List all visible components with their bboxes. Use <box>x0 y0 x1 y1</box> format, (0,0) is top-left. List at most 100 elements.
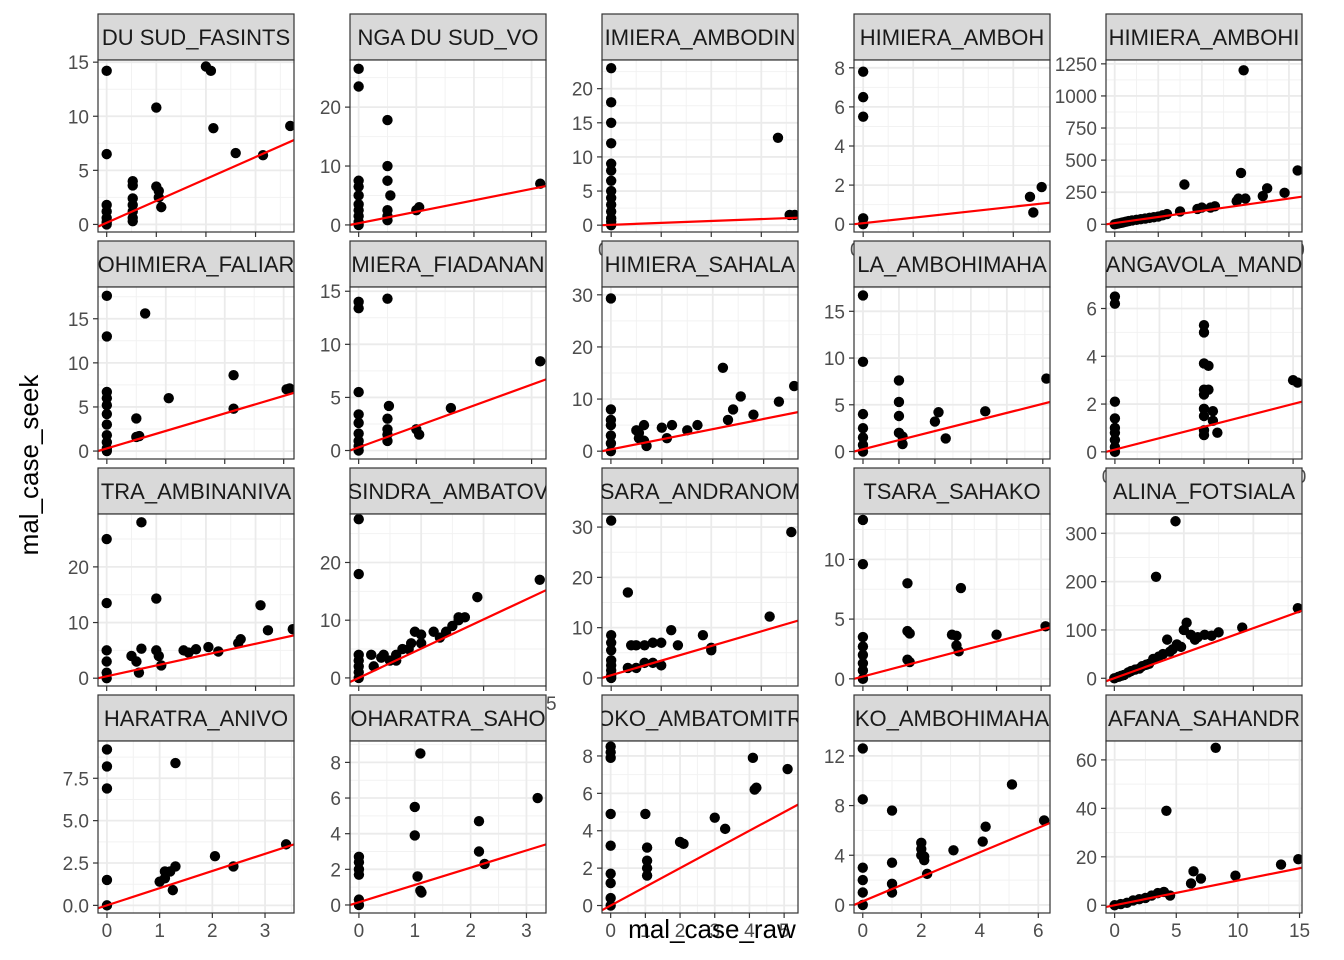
data-point <box>747 752 759 764</box>
data-point <box>101 399 113 411</box>
data-point <box>857 665 869 676</box>
y-tick-label: 10 <box>824 550 845 571</box>
data-point <box>366 649 377 661</box>
facet-panel: HIMIERA_AMBOHI05010015020002505007501000… <box>1055 13 1305 261</box>
data-point <box>1041 373 1050 384</box>
data-point <box>1188 866 1199 877</box>
panel-border <box>853 286 1051 460</box>
facet-strip-label: DU SUD_FASINTS <box>102 25 290 50</box>
y-tick-label: 30 <box>572 518 593 539</box>
panel-background <box>602 741 798 913</box>
panel-data <box>602 741 798 912</box>
data-point <box>1257 190 1269 202</box>
data-point <box>605 752 616 764</box>
y-tick-label: 4 <box>834 137 845 158</box>
panel-data <box>98 517 294 684</box>
facet-strip-label: OHARATRA_SAHO <box>350 706 545 731</box>
y-tick-label: 8 <box>330 753 341 774</box>
data-point <box>409 801 420 813</box>
data-point <box>473 846 485 857</box>
data-point <box>1238 65 1249 76</box>
data-point <box>672 640 684 651</box>
facet-strip-label: SARA_ANDRANOM <box>600 479 800 504</box>
data-point <box>857 631 869 643</box>
data-point <box>638 419 650 431</box>
y-tick-label: 60 <box>1076 751 1097 772</box>
data-point <box>353 568 364 580</box>
panel-border <box>853 740 1051 914</box>
facet-strip-label: HIMIERA_AMBOHI <box>1109 25 1300 50</box>
data-point <box>622 587 634 598</box>
data-point <box>1036 181 1047 193</box>
y-tick-label: 10 <box>320 611 341 632</box>
panel-border <box>349 286 547 460</box>
data-point <box>893 410 905 422</box>
data-point <box>1179 179 1190 190</box>
facet-strip-label: OHIMIERA_FALIAR <box>98 252 295 277</box>
y-tick-label: 10 <box>68 354 89 375</box>
data-point <box>170 757 181 769</box>
y-tick-label: 0 <box>834 443 845 464</box>
y-tick-label: 5 <box>834 610 845 631</box>
facet-panel: KO_AMBOHIMAHA 0 2 4 6 0 4 8 12 <box>824 694 1051 942</box>
data-point <box>1279 187 1290 199</box>
y-tick-label: 0 <box>834 670 845 691</box>
x-tick-label: 0 <box>1109 921 1120 942</box>
data-point <box>948 845 959 856</box>
facet-strip <box>1105 467 1303 515</box>
data-point <box>415 629 427 640</box>
data-point <box>1161 805 1172 816</box>
data-point <box>893 396 905 408</box>
data-point <box>605 404 617 415</box>
y-tick-label: 20 <box>572 338 593 359</box>
panel-border <box>601 286 799 460</box>
data-point <box>382 175 393 186</box>
data-point <box>1207 406 1219 417</box>
reference-line <box>854 821 1050 906</box>
data-point <box>605 438 617 449</box>
facet-panel: DU SUD_FASINTS0246051015 <box>68 13 295 261</box>
y-tick-label: 0 <box>1086 215 1097 236</box>
data-point <box>101 645 112 656</box>
facet-strip-label: LA_AMBOHIMAHA <box>857 252 1047 277</box>
data-point <box>353 181 364 192</box>
data-point <box>101 65 112 77</box>
data-point <box>1161 208 1173 220</box>
data-point <box>1198 429 1210 441</box>
facet-strip-label: TRA_AMBINANIVA <box>101 479 292 504</box>
x-tick-label: 0 <box>102 921 113 942</box>
data-point <box>101 874 113 886</box>
y-tick-label: 0 <box>330 442 341 463</box>
data-point <box>1038 815 1050 826</box>
data-point <box>1109 298 1121 309</box>
panel-border <box>97 513 295 687</box>
y-tick-label: 250 <box>1065 183 1097 204</box>
data-point <box>980 406 991 417</box>
y-tick-label: 100 <box>1065 621 1097 642</box>
data-point <box>382 293 393 304</box>
reference-line <box>98 634 294 680</box>
data-point <box>773 396 785 407</box>
data-point <box>782 763 793 775</box>
y-tick-label: 0 <box>330 896 341 917</box>
y-tick-label: 12 <box>824 747 845 768</box>
data-point <box>1198 327 1210 338</box>
y-tick-label: 5 <box>78 398 89 419</box>
data-point <box>857 887 868 898</box>
facet-strip <box>601 694 799 742</box>
reference-line <box>854 400 1050 453</box>
facet-strip-label: IMIERA_AMBODIN <box>605 25 796 50</box>
data-point <box>919 851 930 862</box>
data-point <box>1109 427 1121 438</box>
y-tick-label: 0.0 <box>63 896 89 917</box>
y-tick-label: 10 <box>572 619 593 640</box>
data-point <box>788 380 798 392</box>
data-point <box>151 102 162 113</box>
facet-strip <box>349 240 547 288</box>
x-tick-label: 2 <box>916 921 927 942</box>
x-tick-label: 1 <box>409 921 420 942</box>
data-point <box>1150 571 1162 583</box>
data-point <box>1292 377 1302 388</box>
